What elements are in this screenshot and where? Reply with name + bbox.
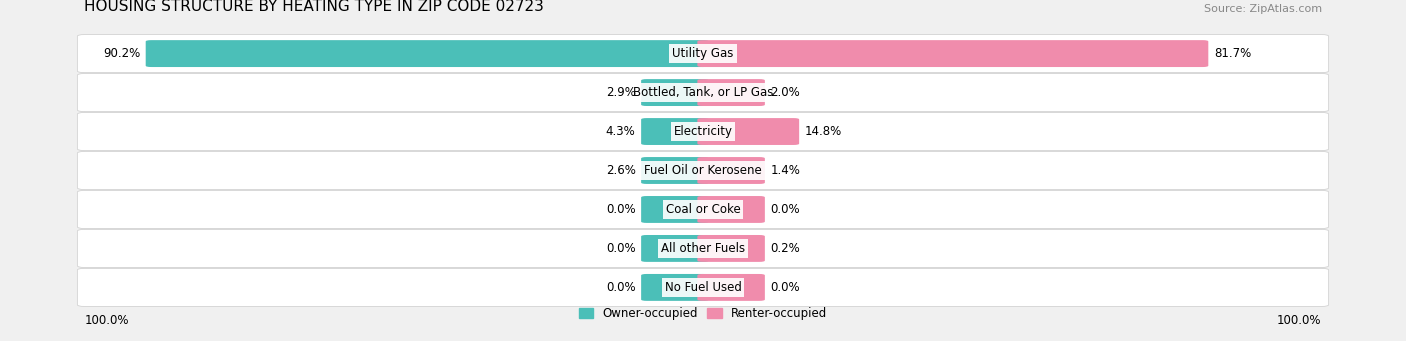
Text: 0.0%: 0.0%: [606, 242, 636, 255]
FancyBboxPatch shape: [77, 229, 1329, 267]
Text: 4.3%: 4.3%: [606, 125, 636, 138]
FancyBboxPatch shape: [697, 274, 765, 301]
Text: 100.0%: 100.0%: [1277, 314, 1322, 327]
Text: HOUSING STRUCTURE BY HEATING TYPE IN ZIP CODE 02723: HOUSING STRUCTURE BY HEATING TYPE IN ZIP…: [84, 0, 544, 14]
FancyBboxPatch shape: [77, 191, 1329, 228]
Text: No Fuel Used: No Fuel Used: [665, 281, 741, 294]
Text: Source: ZipAtlas.com: Source: ZipAtlas.com: [1204, 4, 1322, 14]
FancyBboxPatch shape: [641, 274, 709, 301]
FancyBboxPatch shape: [641, 196, 709, 223]
FancyBboxPatch shape: [697, 235, 765, 262]
Text: 81.7%: 81.7%: [1213, 47, 1251, 60]
FancyBboxPatch shape: [697, 118, 799, 145]
Text: 100.0%: 100.0%: [84, 314, 129, 327]
FancyBboxPatch shape: [77, 74, 1329, 112]
Text: 2.0%: 2.0%: [770, 86, 800, 99]
Text: Utility Gas: Utility Gas: [672, 47, 734, 60]
Text: 0.0%: 0.0%: [770, 281, 800, 294]
FancyBboxPatch shape: [641, 157, 709, 184]
FancyBboxPatch shape: [146, 40, 709, 67]
Text: 0.0%: 0.0%: [770, 203, 800, 216]
FancyBboxPatch shape: [697, 196, 765, 223]
FancyBboxPatch shape: [697, 40, 1208, 67]
FancyBboxPatch shape: [77, 268, 1329, 306]
Text: 0.2%: 0.2%: [770, 242, 800, 255]
FancyBboxPatch shape: [641, 235, 709, 262]
Text: 90.2%: 90.2%: [103, 47, 141, 60]
FancyBboxPatch shape: [697, 157, 765, 184]
Text: Electricity: Electricity: [673, 125, 733, 138]
Text: 2.6%: 2.6%: [606, 164, 636, 177]
FancyBboxPatch shape: [77, 35, 1329, 73]
FancyBboxPatch shape: [697, 79, 765, 106]
Text: Coal or Coke: Coal or Coke: [665, 203, 741, 216]
Text: Bottled, Tank, or LP Gas: Bottled, Tank, or LP Gas: [633, 86, 773, 99]
FancyBboxPatch shape: [77, 113, 1329, 150]
Text: 2.9%: 2.9%: [606, 86, 636, 99]
Legend: Owner-occupied, Renter-occupied: Owner-occupied, Renter-occupied: [574, 302, 832, 325]
Text: 14.8%: 14.8%: [804, 125, 842, 138]
FancyBboxPatch shape: [641, 118, 709, 145]
Text: 1.4%: 1.4%: [770, 164, 800, 177]
Text: 0.0%: 0.0%: [606, 281, 636, 294]
Text: All other Fuels: All other Fuels: [661, 242, 745, 255]
Text: 0.0%: 0.0%: [606, 203, 636, 216]
Text: Fuel Oil or Kerosene: Fuel Oil or Kerosene: [644, 164, 762, 177]
FancyBboxPatch shape: [77, 151, 1329, 190]
FancyBboxPatch shape: [641, 79, 709, 106]
